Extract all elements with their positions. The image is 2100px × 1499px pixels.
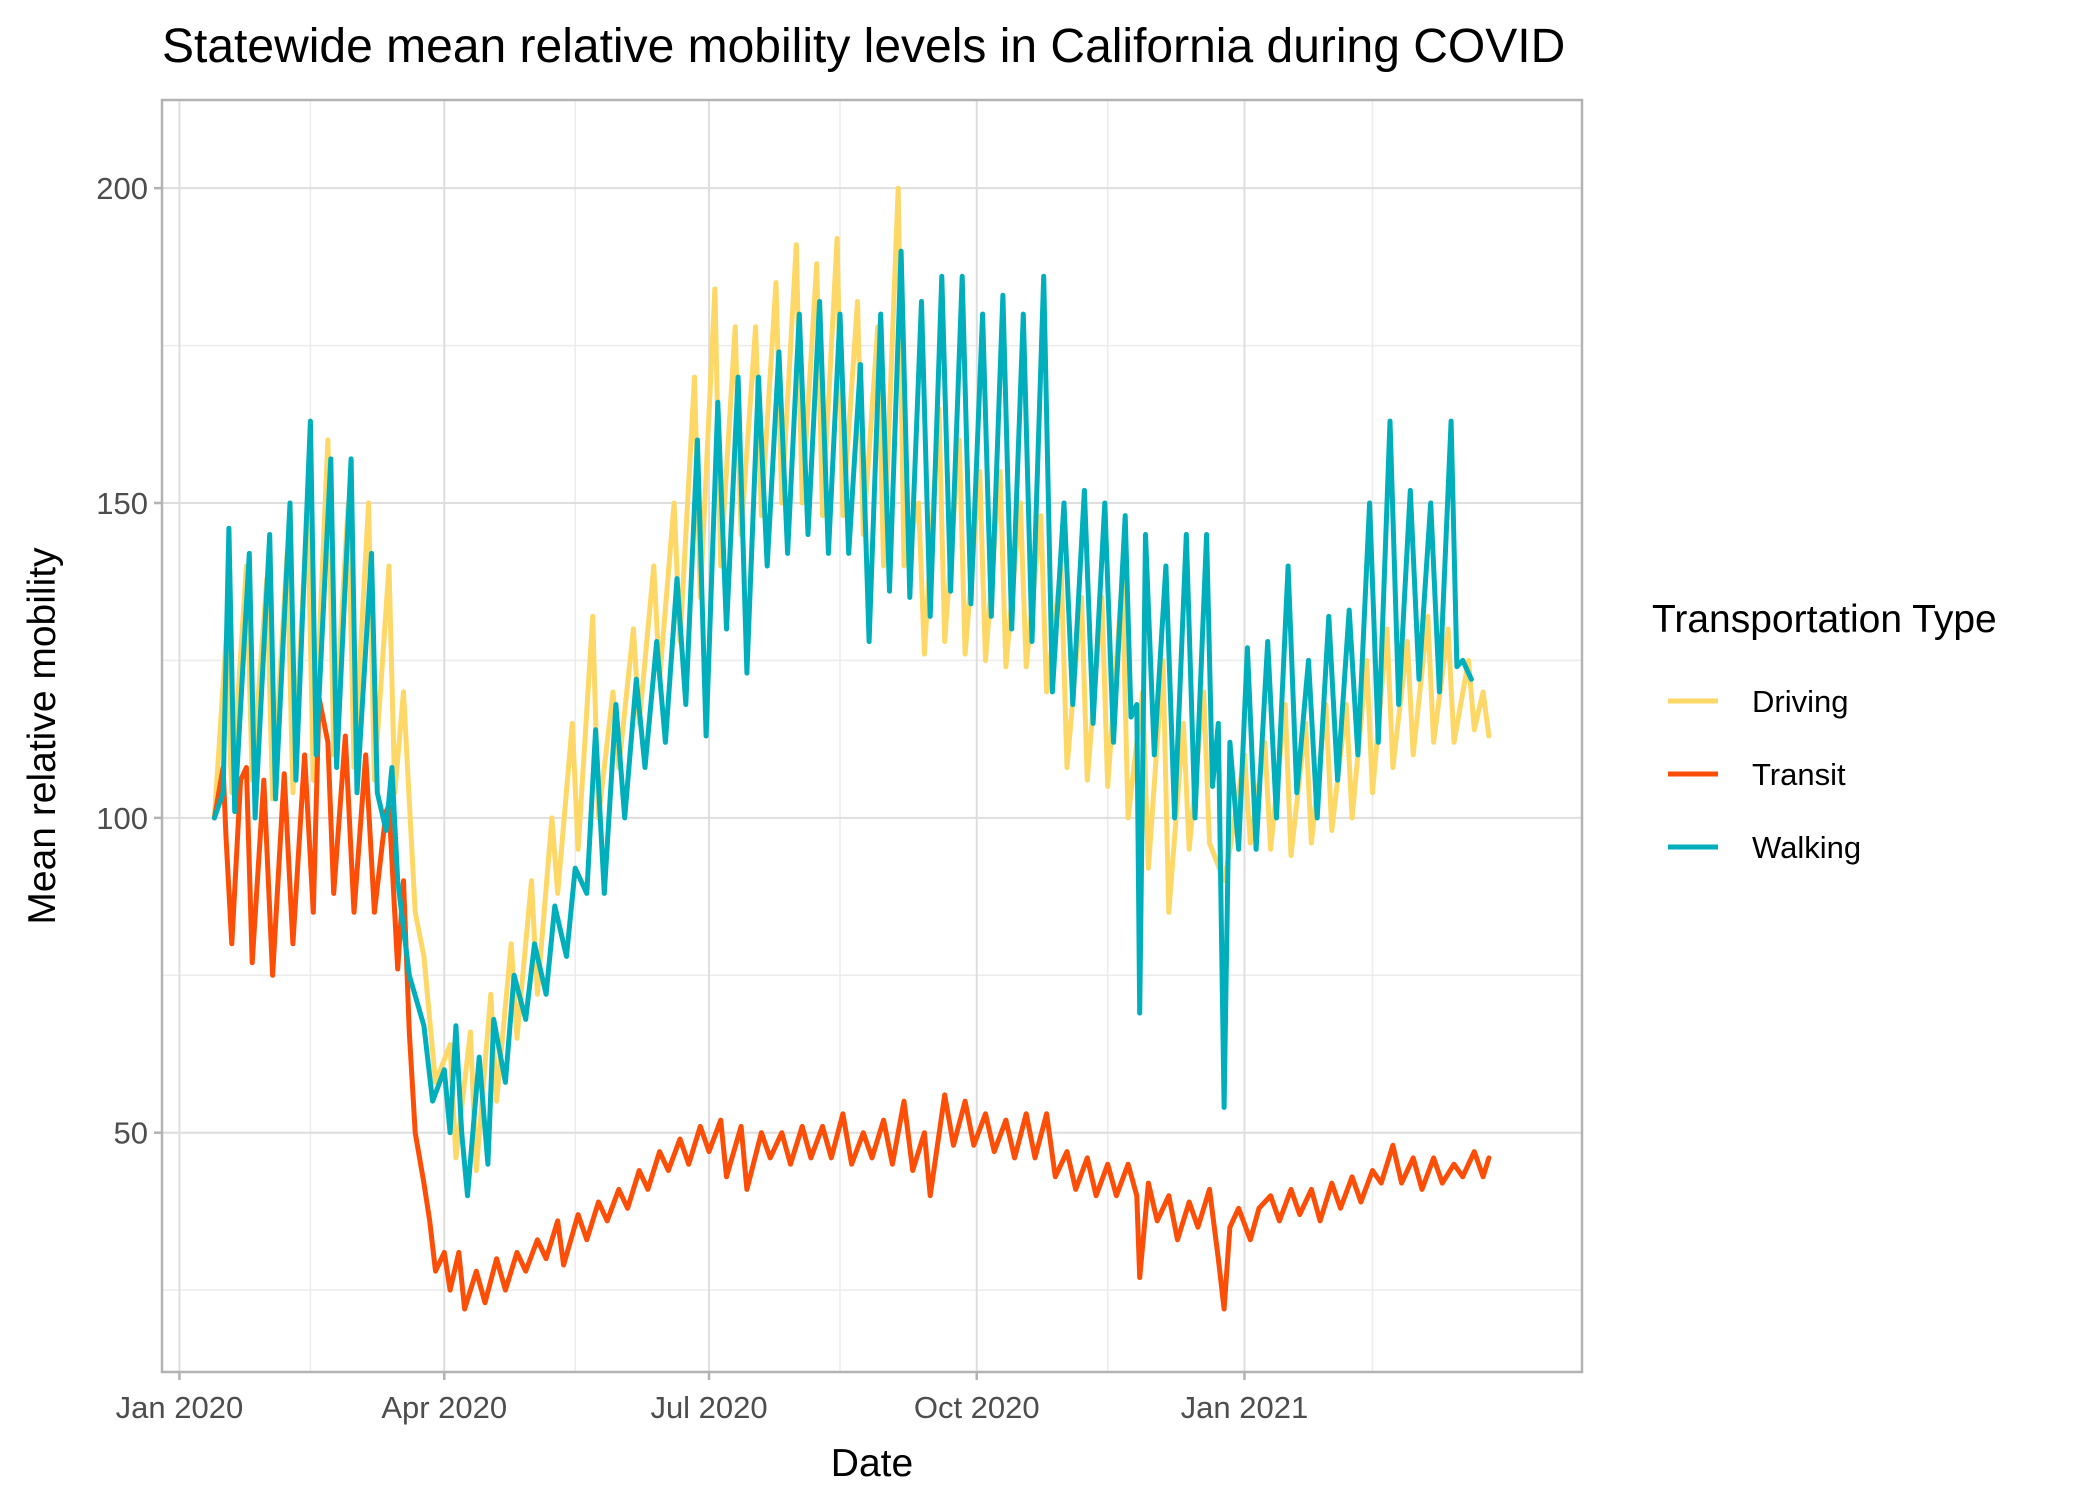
legend-label: Driving <box>1752 684 1848 719</box>
legend-item-transit: Transit <box>1668 757 1846 792</box>
x-axis-title: Date <box>831 1442 913 1485</box>
legend-label: Transit <box>1752 757 1846 792</box>
y-tick-label: 50 <box>114 1116 148 1151</box>
chart-title: Statewide mean relative mobility levels … <box>162 20 1565 73</box>
x-tick-label: Oct 2020 <box>914 1390 1040 1425</box>
series-line-walking <box>211 248 1474 1199</box>
axes: Jan 2020 Apr 2020 Jul 2020 Oct 2020 Jan 2021… <box>96 171 1308 1425</box>
legend: Transportation Type Driving Transit Walkin… <box>1652 598 1997 865</box>
legend-item-walking: Walking <box>1668 830 1861 865</box>
legend-item-driving: Driving <box>1668 684 1848 719</box>
y-axis-title: Mean relative mobility <box>21 547 64 925</box>
series-line-driving <box>211 185 1492 1173</box>
y-tick-label: 150 <box>96 486 148 521</box>
y-tick-label: 200 <box>96 171 148 206</box>
legend-title: Transportation Type <box>1652 598 1997 641</box>
x-tick-label: Jul 2020 <box>650 1390 767 1425</box>
series-lines <box>211 185 1492 1312</box>
legend-label: Walking <box>1752 830 1861 865</box>
y-tick-label: 100 <box>96 801 148 836</box>
x-tick-label: Jan 2020 <box>116 1390 244 1425</box>
x-tick-label: Jan 2021 <box>1181 1390 1309 1425</box>
plot-panel-border <box>160 98 1584 1374</box>
x-tick-label: Apr 2020 <box>381 1390 507 1425</box>
legend-items: Driving Transit Walking <box>1668 684 1861 865</box>
